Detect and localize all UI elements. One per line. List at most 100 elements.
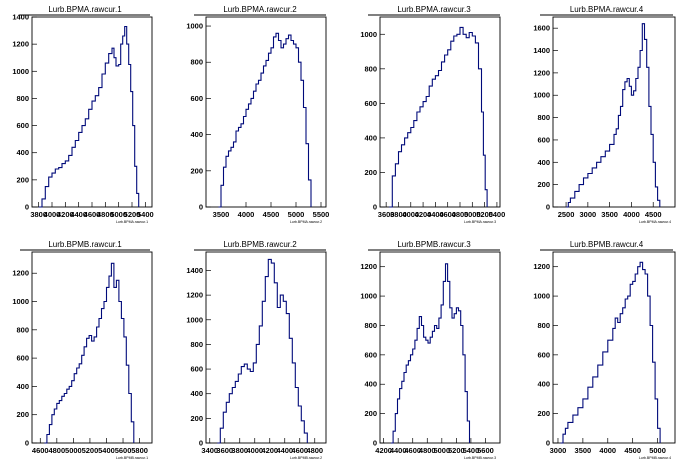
histogram-line	[38, 25, 140, 208]
y-tick-label: 1000	[12, 67, 29, 76]
y-tick-label: 600	[16, 121, 29, 130]
y-tick-label: 400	[364, 133, 377, 142]
y-tick-label: 1200	[533, 262, 550, 271]
y-tick-label: 800	[537, 321, 550, 330]
chart-title: Lurb.BPMA.rawcur.1	[48, 5, 122, 14]
y-tick-label: 0	[546, 203, 550, 212]
y-tick-label: 1200	[12, 40, 29, 49]
chart-title: Lurb.BPMB.rawcur.4	[570, 240, 644, 249]
y-tick-label: 0	[373, 439, 377, 448]
x-axis-label: Lurb.BPMB.rawcur.1	[116, 456, 148, 460]
plot-frame	[379, 16, 501, 208]
x-tick-label: 5200	[82, 446, 99, 455]
y-tick-label: 200	[190, 414, 203, 423]
chart-title: Lurb.BPMA.rawcur.2	[223, 5, 297, 14]
x-tick-label: 5400	[463, 446, 480, 455]
x-tick-label: 3600	[378, 210, 395, 219]
x-tick-label: 4600	[291, 446, 308, 455]
x-tick-label: 4500	[645, 210, 662, 219]
chart-title: Lurb.BPMA.rawcur.3	[397, 5, 471, 14]
y-tick-label: 1000	[533, 292, 550, 301]
chart-title: Lurb.BPMA.rawcur.4	[570, 5, 644, 14]
histogram-panel-3: Lurb.BPMA.rawcur.3 0 200 400 600 800 1000 36003…	[360, 5, 505, 224]
y-tick-label: 1000	[533, 91, 550, 100]
histogram-line	[390, 263, 471, 444]
x-tick-label: 4200	[375, 446, 392, 455]
y-tick-label: 400	[16, 148, 29, 157]
x-axis-label: Lurb.BPMA.rawcur.1	[116, 220, 148, 224]
x-tick-label: 5000	[649, 446, 666, 455]
y-tick-label: 0	[199, 439, 203, 448]
y-tick-label: 800	[190, 58, 203, 67]
histogram-panel-8: Lurb.BPMB.rawcur.4 0 200 400 600 800 1000 1200 3…	[533, 240, 676, 460]
y-tick-label: 400	[190, 130, 203, 139]
y-tick-label: 800	[190, 340, 203, 349]
plot-frame	[205, 251, 327, 444]
y-tick-label: 0	[25, 439, 29, 448]
y-tick-label: 600	[190, 94, 203, 103]
plot-frame	[379, 251, 501, 444]
y-tick-label: 800	[537, 113, 550, 122]
y-tick-label: 1000	[12, 297, 29, 306]
x-tick-label: 3000	[550, 446, 567, 455]
y-tick-label: 1000	[186, 315, 203, 324]
x-tick-label: 4000	[246, 446, 263, 455]
x-tick-label: 5000	[464, 210, 481, 219]
histogram-line	[560, 261, 661, 444]
x-tick-label: 5500	[313, 210, 330, 219]
x-tick-label: 4800	[306, 446, 323, 455]
y-tick-label: 200	[16, 410, 29, 419]
x-axis-label: Lurb.BPMA.rawcur.2	[290, 220, 322, 224]
y-tick-label: 0	[199, 203, 203, 212]
x-tick-label: 5600	[477, 446, 494, 455]
x-tick-label: 3800	[30, 210, 47, 219]
y-tick-label: 600	[537, 350, 550, 359]
y-tick-label: 1600	[533, 24, 550, 33]
x-tick-label: 3500	[601, 210, 618, 219]
plot-frame	[552, 16, 676, 208]
x-tick-label: 4000	[402, 210, 419, 219]
y-tick-label: 400	[16, 382, 29, 391]
x-tick-label: 4400	[70, 210, 87, 219]
x-tick-label: 4600	[439, 210, 456, 219]
x-tick-label: 3800	[231, 446, 248, 455]
x-tick-label: 4800	[97, 210, 114, 219]
y-tick-label: 0	[25, 203, 29, 212]
y-tick-label: 1000	[186, 22, 203, 31]
y-tick-label: 400	[537, 158, 550, 167]
x-tick-label: 4800	[419, 446, 436, 455]
x-tick-label: 3500	[213, 210, 230, 219]
y-tick-label: 600	[364, 99, 377, 108]
histogram-panel-2: Lurb.BPMA.rawcur.2 0 200 400 600 800 1000 3500 4…	[186, 5, 329, 224]
x-axis-label: Lurb.BPMB.rawcur.2	[290, 456, 322, 460]
x-tick-label: 4000	[623, 210, 640, 219]
histogram-panel-6: Lurb.BPMB.rawcur.2 0 200 400 600 800 1000 1200 1…	[186, 240, 327, 460]
x-tick-label: 4200	[261, 446, 278, 455]
plot-frame	[552, 251, 676, 444]
x-tick-label: 5400	[98, 446, 115, 455]
x-tick-label: 5000	[110, 210, 127, 219]
y-tick-label: 0	[373, 203, 377, 212]
y-tick-label: 400	[537, 380, 550, 389]
y-tick-label: 1400	[186, 266, 203, 275]
chart-title: Lurb.BPMB.rawcur.1	[48, 240, 122, 249]
x-tick-label: 4000	[44, 210, 61, 219]
plot-frame	[205, 16, 327, 208]
y-tick-label: 600	[364, 350, 377, 359]
chart-title: Lurb.BPMB.rawcur.2	[223, 240, 297, 249]
x-tick-label: 2500	[558, 210, 575, 219]
y-tick-label: 0	[546, 439, 550, 448]
x-tick-label: 5000	[288, 210, 305, 219]
plot-frame	[31, 251, 153, 444]
y-tick-label: 800	[16, 325, 29, 334]
x-tick-label: 4800	[48, 446, 65, 455]
y-tick-label: 1000	[360, 30, 377, 39]
y-tick-label: 800	[16, 94, 29, 103]
y-tick-label: 1400	[533, 46, 550, 55]
histogram-line	[566, 23, 661, 208]
x-tick-label: 4600	[32, 446, 49, 455]
y-tick-label: 600	[537, 135, 550, 144]
x-tick-label: 5200	[476, 210, 493, 219]
histogram-panel-5: Lurb.BPMB.rawcur.1 0 200 400 600 800 1000 1200 4…	[12, 240, 153, 460]
x-tick-label: 4600	[404, 446, 421, 455]
